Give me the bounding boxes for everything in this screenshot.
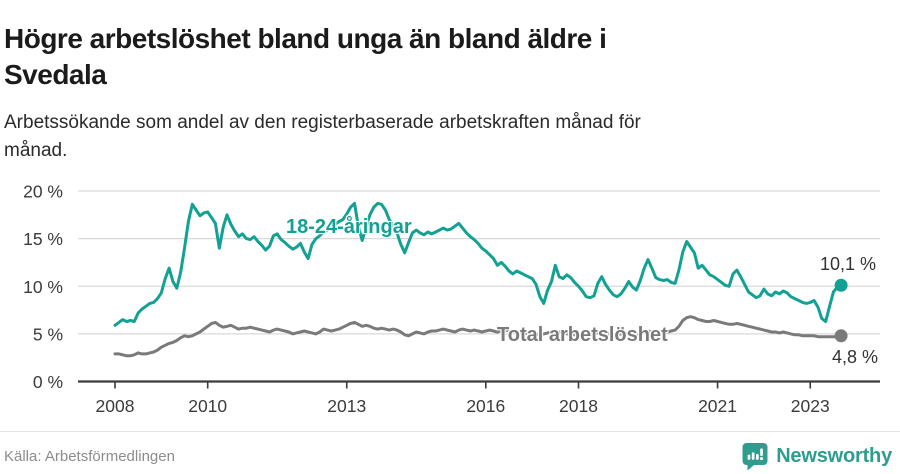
end-value-total: 4,8 % xyxy=(831,347,878,367)
end-value-young: 10,1 % xyxy=(819,254,876,274)
x-axis-label: 2016 xyxy=(466,396,505,416)
x-axis-label: 2013 xyxy=(327,396,366,416)
series-line-1 xyxy=(113,315,843,358)
page-subtitle: Arbetssökande som andel av den registerb… xyxy=(4,112,641,161)
y-axis-label: 5 % xyxy=(33,324,63,344)
newsworthy-logo-icon xyxy=(741,442,769,471)
y-axis-label: 15 % xyxy=(23,229,63,249)
chart-area: 0 % 5 % 10 % 15 % 20 % 2008 2010 2013 2016 2018 20… xyxy=(0,165,900,431)
brand-name: Newsworthy xyxy=(776,444,892,467)
unemployment-line-chart: 0 % 5 % 10 % 15 % 20 % 2008 2010 2013 2016 2018 20… xyxy=(23,182,880,416)
y-axis-label: 10 % xyxy=(23,277,63,297)
x-axis-label: 2018 xyxy=(559,396,598,416)
x-axis-label: 2021 xyxy=(698,396,737,416)
source-text: Källa: Arbetsförmedlingen xyxy=(4,447,175,465)
x-axis-label: 2010 xyxy=(188,396,227,416)
series-label-total: Total arbetslöshet xyxy=(497,324,668,346)
footer: Källa: Arbetsförmedlingen Newsworthy xyxy=(0,431,900,474)
brand-logo: Newsworthy xyxy=(741,442,892,471)
series-label-young: 18-24-åringar xyxy=(286,216,412,238)
end-dot-0 xyxy=(834,278,848,292)
x-axis-label: 2008 xyxy=(96,396,135,416)
y-axis-label: 0 % xyxy=(33,372,63,392)
end-dot-1 xyxy=(834,329,848,343)
series-line-0 xyxy=(113,201,843,327)
x-axis-label: 2023 xyxy=(791,396,830,416)
page-title: Högre arbetslöshet bland unga än bland ä… xyxy=(4,22,607,90)
y-axis-label: 20 % xyxy=(23,182,63,202)
